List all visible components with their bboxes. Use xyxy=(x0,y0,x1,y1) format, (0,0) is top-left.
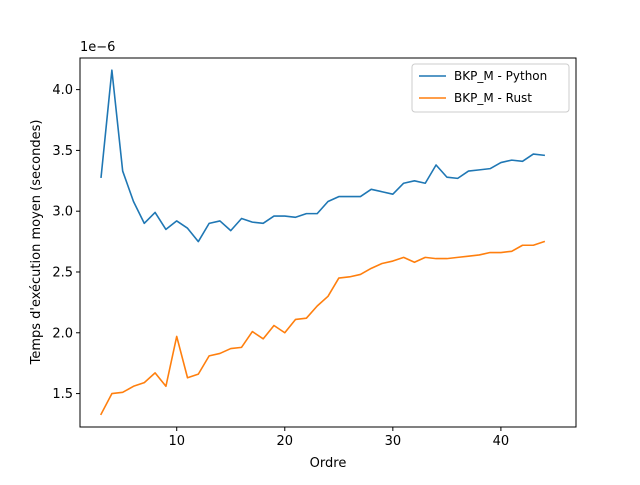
y-tick-label: 1.5 xyxy=(52,387,73,402)
legend-python-label: BKP_M - Python xyxy=(454,69,547,83)
plot-area xyxy=(99,69,546,416)
legend: BKP_M - Python BKP_M - Rust xyxy=(411,63,570,113)
y-axis-label: Temps d'exécution moyen (secondes) xyxy=(29,120,44,366)
x-tick-label: 20 xyxy=(277,434,294,449)
y-axis: 1.5 2.0 2.5 3.0 3.5 4.0 xyxy=(52,83,80,402)
y-tick-label: 2.0 xyxy=(52,326,73,341)
y-tick-label: 3.5 xyxy=(52,144,73,159)
series-line-rust xyxy=(99,240,546,416)
legend-rust-label: BKP_M - Rust xyxy=(454,91,532,105)
y-tick-label: 2.5 xyxy=(52,265,73,280)
x-axis: 10 20 30 40 xyxy=(168,427,509,449)
y-tick-label: 3.0 xyxy=(52,205,73,220)
x-axis-label: Ordre xyxy=(310,456,347,471)
x-tick-label: 10 xyxy=(168,434,185,449)
y-offset-text: 1e−6 xyxy=(80,40,115,55)
y-tick-label: 4.0 xyxy=(52,83,73,98)
x-tick-label: 30 xyxy=(385,434,402,449)
legend-box xyxy=(411,63,570,113)
axes-frame xyxy=(79,57,577,428)
x-tick-label: 40 xyxy=(493,434,510,449)
series-line-python xyxy=(100,69,546,243)
